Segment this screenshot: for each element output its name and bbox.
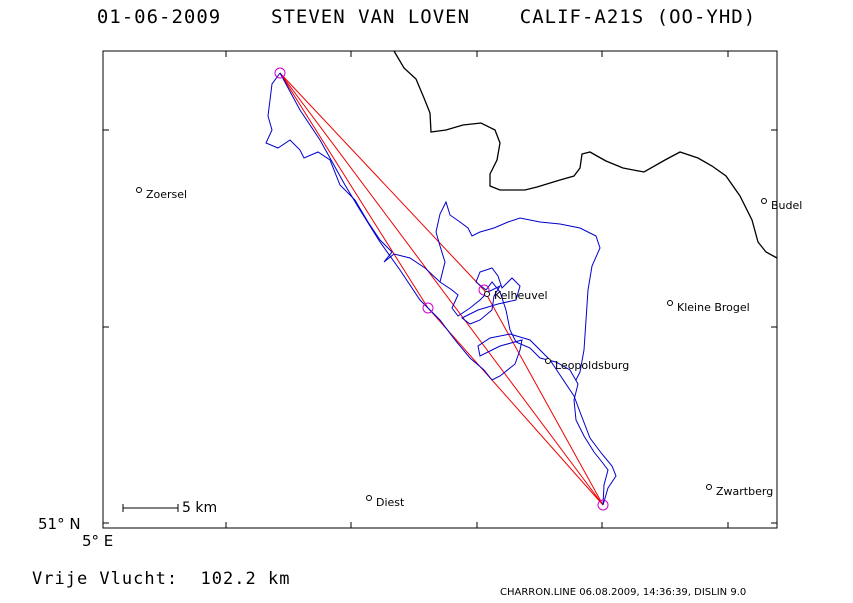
place-label-zwartberg: Zwartberg	[716, 485, 774, 498]
place-marker-zwartberg	[706, 484, 712, 490]
footer-info: CHARRON.LINE 06.08.2009, 14:36:39, DISLI…	[500, 587, 747, 598]
place-marker-diest	[366, 495, 372, 501]
flight-distance: Vrije Vlucht: 102.2 km	[32, 569, 290, 589]
turnpoint-2	[478, 284, 490, 296]
task-leg-kelheuvel	[279, 72, 485, 291]
national-border	[393, 50, 778, 259]
task-triangle	[279, 72, 604, 506]
turnpoint-start	[274, 67, 286, 79]
place-label-leopoldsburg: Leopoldsburg	[555, 359, 630, 372]
pilot-name: STEVEN VAN LOVEN	[271, 6, 471, 28]
scale-label: 5 km	[182, 500, 218, 516]
map-ticks	[103, 51, 777, 528]
map-frame	[102, 50, 778, 529]
turnpoint-finish	[597, 499, 609, 511]
place-label-zoersel: Zoersel	[146, 188, 188, 201]
place-marker-kleine-brogel	[667, 300, 673, 306]
flight-track-branch	[435, 200, 601, 381]
flight-track	[265, 72, 609, 506]
place-label-budel: Budel	[771, 199, 803, 212]
turnpoint-3	[422, 302, 434, 314]
place-label-diest: Diest	[376, 496, 405, 509]
place-marker-budel	[761, 198, 767, 204]
flight-title: 01-06-2009 STEVEN VAN LOVEN CALIF-A21S (…	[0, 6, 853, 28]
flight-track-south	[279, 72, 617, 506]
place-marker-leopoldsburg	[545, 358, 551, 364]
place-marker-kelheuvel	[484, 291, 490, 297]
place-label-kelheuvel: Kelheuvel	[494, 289, 548, 302]
longitude-label: 5° E	[82, 532, 114, 550]
distance-label: Vrije Vlucht:	[32, 569, 179, 589]
flight-date: 01-06-2009	[96, 6, 222, 28]
task-leg-return	[483, 289, 604, 506]
scale-bar	[122, 504, 179, 512]
place-label-kleine-brogel: Kleine Brogel	[677, 301, 750, 314]
distance-value: 102.2 km	[200, 569, 291, 589]
place-marker-zoersel	[136, 187, 142, 193]
latitude-label: 51° N	[38, 515, 81, 533]
glider-name: CALIF-A21S (OO-YHD)	[519, 6, 757, 28]
